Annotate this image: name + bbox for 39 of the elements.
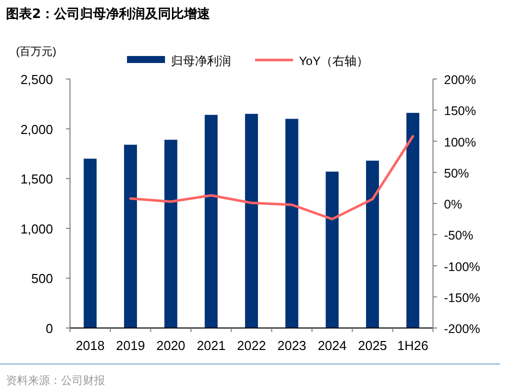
legend-label: YoY（右轴）: [299, 54, 369, 68]
y2-tick-label: -100%: [444, 260, 480, 274]
y2-tick-label: 50%: [444, 166, 470, 180]
bar: [204, 114, 218, 328]
x-tick-label: 2022: [237, 338, 266, 353]
y-tick-label: 2,000: [20, 122, 53, 137]
y-tick-label: 2,500: [20, 72, 53, 87]
legend-label: 归母净利润: [171, 54, 231, 68]
bar: [84, 158, 97, 328]
y2-tick-label: -200%: [444, 322, 480, 336]
x-tick-label: 2023: [277, 338, 306, 353]
chart-title: 图表2：公司归母净利润及同比增速: [6, 6, 212, 22]
bar: [366, 160, 379, 328]
y2-tick-label: -150%: [444, 290, 480, 305]
y-tick-label: 1,000: [20, 221, 53, 236]
y-tick-label: 0: [46, 321, 53, 336]
x-tick-label: 2021: [196, 338, 226, 353]
y2-tick-label: -50%: [444, 228, 474, 243]
x-tick-label: 2024: [318, 338, 347, 353]
y2-tick-label: 200%: [444, 73, 476, 87]
x-tick-label: 2019: [116, 338, 145, 353]
y-tick-label: 1,500: [20, 172, 53, 187]
bar: [164, 140, 178, 328]
bar: [124, 144, 137, 328]
bar: [245, 114, 258, 328]
y2-tick-label: 150%: [444, 104, 476, 118]
y-tick-label: 500: [31, 271, 53, 286]
bar: [326, 172, 339, 328]
x-tick-label: 1H26: [397, 338, 428, 353]
y2-tick-label: 0%: [444, 198, 462, 212]
x-tick-label: 2025: [358, 338, 387, 353]
line-series: [129, 135, 414, 220]
bar: [285, 118, 298, 328]
bar: [406, 112, 420, 328]
y2-tick-label: 100%: [444, 135, 476, 150]
text: 资料来源：公司财报: [6, 374, 105, 387]
y-axis-title: (百万元): [16, 46, 56, 58]
x-tick-label: 2018: [76, 338, 105, 353]
x-tick-label: 2020: [156, 338, 186, 353]
